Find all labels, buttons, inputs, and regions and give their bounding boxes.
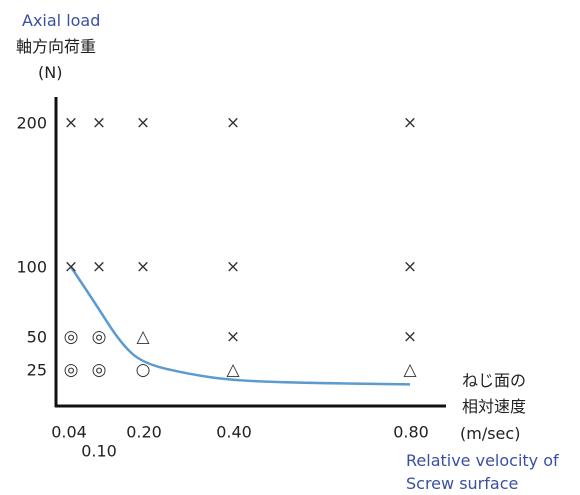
x-axis-unit: (m/sec) — [460, 424, 520, 443]
double-circle-mark: ◎ — [64, 327, 79, 347]
circle-mark: ○ — [136, 360, 151, 380]
double-circle-mark: ◎ — [92, 360, 107, 380]
y-axis-label-en: Axial load — [22, 11, 100, 30]
x-tick-label: 0.40 — [216, 423, 252, 442]
double-circle-mark: ◎ — [92, 327, 107, 347]
x-tick-label: 0.80 — [393, 423, 429, 442]
x-axis-label-jp-line2: 相対速度 — [462, 397, 526, 416]
x-tick-label: 0.10 — [81, 442, 117, 461]
x-tick-label: 0.04 — [51, 423, 87, 442]
y-axis-label-jp: 軸方向荷重 — [16, 37, 96, 56]
x-tick-label: 0.20 — [126, 423, 162, 442]
x-axis-label-jp-line1: ねじ面の — [462, 371, 526, 390]
double-circle-mark: ◎ — [64, 360, 79, 380]
cross-mark: × — [92, 257, 106, 277]
triangle-mark: △ — [403, 360, 417, 380]
cross-mark: × — [403, 257, 417, 277]
y-tick-label: 100 — [16, 258, 47, 277]
cross-mark: × — [403, 113, 417, 133]
cross-mark: × — [64, 257, 78, 277]
x-axis-label-en-line1: Relative velocity of — [406, 451, 559, 470]
y-axis-unit: (N) — [38, 63, 62, 82]
cross-mark: × — [92, 113, 106, 133]
cross-mark: × — [226, 257, 240, 277]
cross-mark: × — [136, 113, 150, 133]
limit-curve — [69, 266, 411, 386]
triangle-mark: △ — [226, 360, 240, 380]
y-tick-label: 50 — [27, 328, 47, 347]
x-axis-label-en-line2: Screw surface — [406, 474, 518, 493]
cross-mark: × — [226, 113, 240, 133]
cross-mark: × — [64, 113, 78, 133]
y-tick-label: 25 — [27, 361, 47, 380]
cross-mark: × — [136, 257, 150, 277]
cross-mark: × — [403, 327, 417, 347]
triangle-mark: △ — [136, 327, 150, 347]
cross-mark: × — [226, 327, 240, 347]
y-tick-label: 200 — [16, 114, 47, 133]
